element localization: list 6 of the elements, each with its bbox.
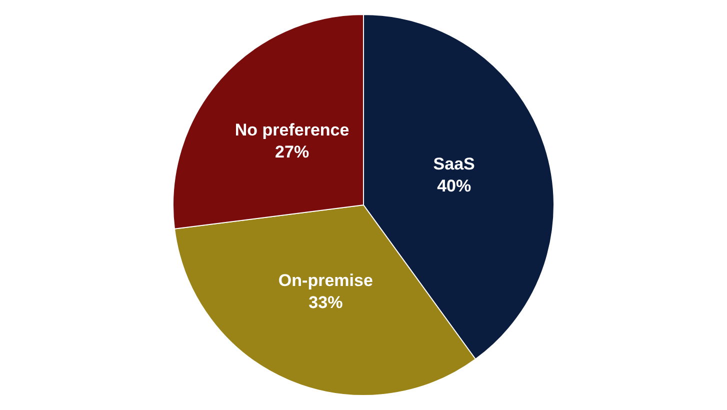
slice-label: On-premise — [278, 271, 373, 290]
slice-label: No preference — [234, 120, 350, 140]
data-label: 27% — [275, 142, 310, 162]
data-label: 40% — [437, 176, 472, 196]
data-label: 33% — [308, 293, 343, 312]
slice-label: SaaS — [433, 154, 475, 174]
